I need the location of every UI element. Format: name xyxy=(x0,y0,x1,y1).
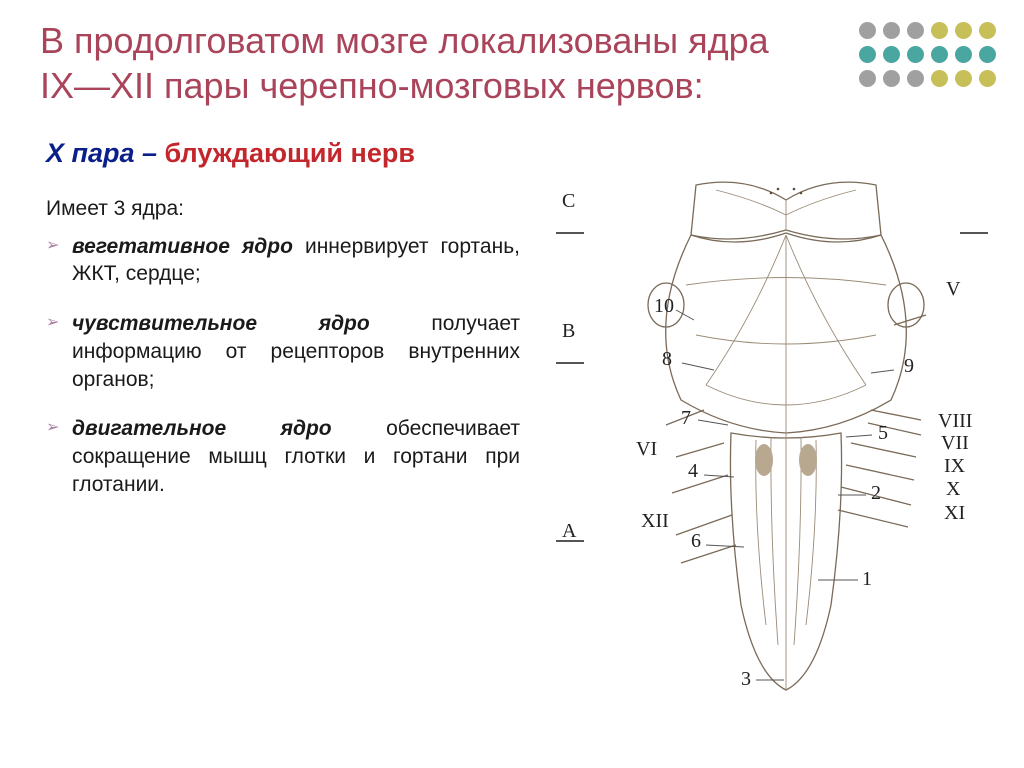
bullet-list: вегетативное ядро иннервирует гортань, Ж… xyxy=(40,233,520,499)
figure-number: 8 xyxy=(662,348,672,371)
figure-tick xyxy=(556,232,584,234)
figure-roman: IX xyxy=(944,455,965,478)
figure-roman: X xyxy=(946,478,960,501)
figure-number: 2 xyxy=(871,482,881,505)
dot-row-1 xyxy=(852,22,996,39)
decoration-dots xyxy=(852,22,996,94)
figure-roman: V xyxy=(946,278,960,301)
decoration-dot xyxy=(979,46,996,63)
figure-number: 5 xyxy=(878,422,888,445)
decoration-dot xyxy=(883,22,900,39)
decoration-dot xyxy=(859,22,876,39)
bullet-item: чувствительное ядро получает информацию … xyxy=(46,310,520,393)
figure-section-label: B xyxy=(562,320,575,343)
decoration-dot xyxy=(931,70,948,87)
figure-roman: XII xyxy=(641,510,669,533)
bullet-item: вегетативное ядро иннервирует гортань, Ж… xyxy=(46,233,520,288)
figure-roman: VI xyxy=(636,438,657,461)
figure-number: 4 xyxy=(688,460,698,483)
figure-tick xyxy=(556,362,584,364)
decoration-dot xyxy=(979,22,996,39)
decoration-dot xyxy=(907,46,924,63)
subtitle-name: блуждающий нерв xyxy=(157,138,415,168)
decoration-dot xyxy=(931,46,948,63)
slide: В продолговатом мозге локализованы ядра … xyxy=(0,0,1024,768)
figure-section-label: C xyxy=(562,190,575,213)
subtitle-pair: X пара – xyxy=(46,138,157,168)
figure-roman: VIII xyxy=(938,410,972,433)
decoration-dot xyxy=(955,22,972,39)
figure-section-label: A xyxy=(562,520,576,543)
slide-title: В продолговатом мозге локализованы ядра … xyxy=(40,18,784,108)
bullet-bold: чувствительное ядро xyxy=(72,312,370,335)
decoration-dot xyxy=(955,46,972,63)
brainstem-svg xyxy=(636,175,936,695)
bullet-bold: двигательное ядро xyxy=(72,417,332,440)
decoration-dot xyxy=(859,46,876,63)
figure-number: 3 xyxy=(741,668,751,691)
figure-number: 7 xyxy=(681,407,691,430)
bullet-item: двигательное ядро обеспечивает сокращени… xyxy=(46,415,520,498)
decoration-dot xyxy=(931,22,948,39)
figure-tick xyxy=(960,232,988,234)
decoration-dot xyxy=(907,22,924,39)
figure-roman: VII xyxy=(941,432,969,455)
figure-roman: XI xyxy=(944,502,965,525)
decoration-dot xyxy=(955,70,972,87)
figure-number: 6 xyxy=(691,530,701,553)
decoration-dot xyxy=(883,70,900,87)
slide-subtitle: X пара – блуждающий нерв xyxy=(46,138,984,169)
intro-text: Имеет 3 ядра: xyxy=(46,195,520,223)
decoration-dot xyxy=(883,46,900,63)
body-column: Имеет 3 ядра: вегетативное ядро иннервир… xyxy=(40,195,520,498)
dot-row-2 xyxy=(852,46,996,63)
decoration-dot xyxy=(907,70,924,87)
dot-row-3 xyxy=(852,70,996,87)
brainstem-figure: C B A xyxy=(536,170,1006,730)
decoration-dot xyxy=(979,70,996,87)
decoration-dot xyxy=(859,70,876,87)
figure-number: 1 xyxy=(862,568,872,591)
bullet-bold: вегетативное ядро xyxy=(72,235,293,258)
figure-number: 9 xyxy=(904,355,914,378)
figure-number: 10 xyxy=(654,295,674,318)
